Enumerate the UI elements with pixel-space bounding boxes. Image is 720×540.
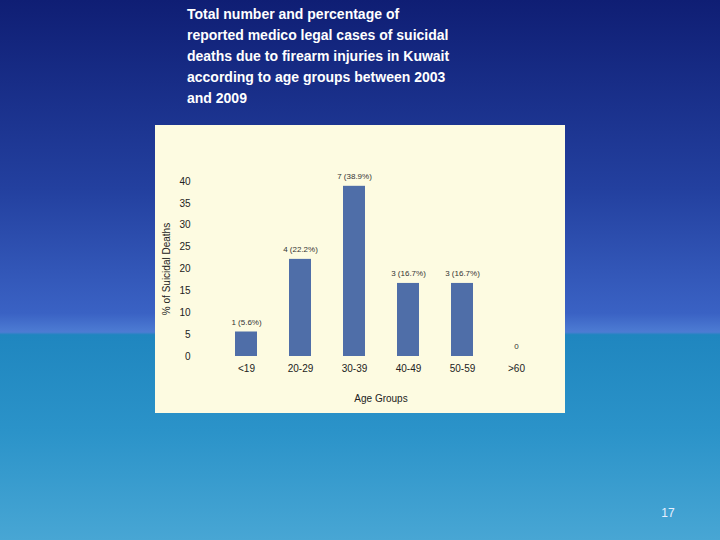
- svg-text:0: 0: [185, 351, 191, 362]
- svg-text:1 (5.6%): 1 (5.6%): [231, 318, 262, 327]
- svg-text:25: 25: [179, 241, 191, 252]
- svg-text:<19: <19: [238, 363, 255, 374]
- svg-text:3 (16.7%): 3 (16.7%): [391, 269, 426, 278]
- svg-text:30: 30: [179, 219, 191, 230]
- svg-text:15: 15: [179, 285, 191, 296]
- svg-text:50-59: 50-59: [450, 363, 476, 374]
- svg-text:7 (38.9%): 7 (38.9%): [337, 172, 372, 181]
- svg-text:5: 5: [185, 329, 191, 340]
- svg-text:40-49: 40-49: [396, 363, 422, 374]
- svg-text:Age Groups: Age Groups: [354, 393, 407, 404]
- svg-text:40: 40: [179, 176, 191, 187]
- svg-text:30-39: 30-39: [342, 363, 368, 374]
- svg-text:% of Suicidal Deaths: % of Suicidal Deaths: [161, 223, 172, 315]
- svg-text:4 (22.2%): 4 (22.2%): [283, 245, 318, 254]
- svg-text:20: 20: [179, 263, 191, 274]
- svg-text:35: 35: [179, 198, 191, 209]
- svg-text:20-29: 20-29: [288, 363, 314, 374]
- svg-text:0: 0: [514, 342, 519, 351]
- svg-text:3 (16.7%): 3 (16.7%): [445, 269, 480, 278]
- svg-text:10: 10: [179, 307, 191, 318]
- svg-text:>60: >60: [508, 363, 525, 374]
- html-text:Total number and percentage of: Total number and percentage of reported …: [187, 6, 450, 106]
- html-text:17: 17: [661, 506, 675, 520]
